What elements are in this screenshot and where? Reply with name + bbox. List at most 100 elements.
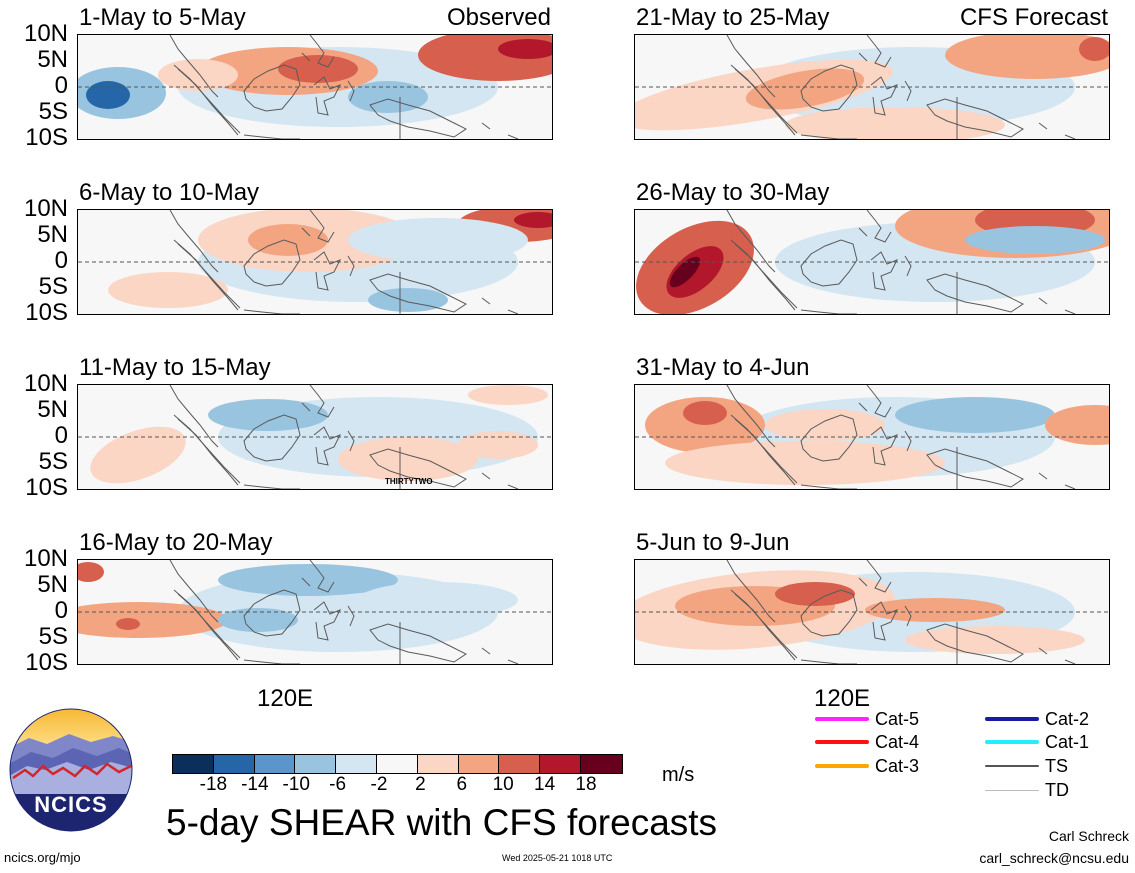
coastline xyxy=(313,601,342,641)
latitude-label: 5S xyxy=(38,623,68,650)
colorbar-swatch xyxy=(580,755,622,773)
coastline xyxy=(1038,122,1048,130)
coastline xyxy=(481,122,491,130)
coastline xyxy=(177,68,239,136)
coastline xyxy=(309,35,335,68)
colorbar-swatch xyxy=(254,755,296,773)
page-title: 5-day SHEAR with CFS forecasts xyxy=(166,802,718,843)
legend-line-swatch xyxy=(985,717,1039,721)
colorbar-swatch xyxy=(213,755,255,773)
panel-title: 1-May to 5-May xyxy=(79,4,246,31)
shear-contour xyxy=(468,385,548,405)
legend-item: Cat-5 xyxy=(815,707,919,731)
panel-title: 21-May to 25-May xyxy=(636,4,830,31)
coastline xyxy=(858,227,868,237)
legend-item: Cat-2 xyxy=(985,707,1089,731)
coastline xyxy=(866,560,892,593)
legend-line-swatch xyxy=(985,789,1039,791)
coastline xyxy=(169,210,219,273)
coastline xyxy=(726,210,776,273)
colorbar-units: m/s xyxy=(662,764,695,786)
shear-contour xyxy=(945,35,1109,79)
shear-contour xyxy=(358,582,518,618)
colorbar-swatch xyxy=(540,755,581,773)
latitude-label: 10S xyxy=(25,649,68,676)
shear-contour xyxy=(86,81,130,109)
coastline xyxy=(301,52,311,62)
legend-item: Cat-3 xyxy=(815,754,919,778)
coastline xyxy=(301,402,311,412)
shear-map xyxy=(77,559,553,665)
shear-contour xyxy=(218,564,398,596)
colorbar-swatch xyxy=(336,755,377,773)
colorbar-ticks: -18 -14 -10 -6 -2 2 6 10 14 18 xyxy=(172,774,627,796)
coastline xyxy=(243,484,300,489)
coastline xyxy=(926,273,1024,313)
shear-contour xyxy=(78,562,104,582)
coastline xyxy=(1064,484,1076,489)
panel-obs-3: 11-May to 15-May THIRTYTWO xyxy=(77,356,553,490)
legend-line-swatch xyxy=(985,740,1039,744)
latitude-label: 0 xyxy=(54,597,68,624)
shear-contour xyxy=(514,212,552,228)
shear-map xyxy=(634,209,1110,315)
coastlines xyxy=(726,385,1076,489)
legend-item: TD xyxy=(985,778,1069,802)
colorbar-tick-label: -10 xyxy=(282,774,310,795)
coastline xyxy=(243,64,301,112)
panel-fcst-1: 21-May to 25-May CFS Forecast xyxy=(634,4,1110,140)
coastline xyxy=(926,623,1024,663)
longitude-label: 120E xyxy=(257,685,314,712)
coastline xyxy=(507,484,519,489)
author-name: Carl Schreck xyxy=(1048,828,1129,844)
coastline xyxy=(507,134,519,139)
coastlines xyxy=(726,35,1076,139)
panel-obs-2: 6-May to 10-May xyxy=(77,181,553,315)
shear-contour xyxy=(1045,405,1109,445)
shear-contour xyxy=(815,236,915,264)
shear-contour xyxy=(895,397,1055,433)
coastline xyxy=(347,605,355,627)
observed-label: Observed xyxy=(446,4,551,31)
colorbar-swatch xyxy=(499,755,541,773)
latitude-label: 0 xyxy=(54,72,68,99)
latitude-label: 10N xyxy=(23,195,68,222)
shear-contour xyxy=(78,602,228,638)
legend-item: TS xyxy=(985,754,1068,778)
coastline xyxy=(870,76,899,116)
coastline xyxy=(369,98,467,138)
shear-map xyxy=(77,209,553,315)
coastline xyxy=(243,134,300,139)
coastline xyxy=(726,35,776,98)
coastlines xyxy=(726,210,1076,314)
legend-label: Cat-2 xyxy=(1045,708,1090,729)
coastline xyxy=(866,35,892,68)
coastline xyxy=(243,239,301,287)
coastline xyxy=(734,418,796,486)
colorbar-tick-label: 2 xyxy=(415,774,426,795)
latitude-label: 0 xyxy=(54,247,68,274)
coastline xyxy=(177,418,239,486)
coastline xyxy=(301,227,311,237)
coastline xyxy=(369,623,467,663)
shear-map xyxy=(77,384,553,490)
shear-contour xyxy=(368,288,448,312)
coastline xyxy=(507,659,519,664)
latitude-label: 5S xyxy=(38,273,68,300)
shear-contour xyxy=(208,399,328,431)
coastline xyxy=(904,80,912,102)
storm-track-label: THIRTYTWO xyxy=(385,477,433,486)
legend-label: TS xyxy=(1045,755,1069,776)
coastline xyxy=(800,134,857,139)
coastlines xyxy=(169,560,519,664)
site-url: ncics.org/mjo xyxy=(4,850,81,865)
shear-contour xyxy=(108,272,228,308)
coastline xyxy=(870,251,899,291)
shear-contour xyxy=(348,81,428,113)
colorbar-tick-label: 10 xyxy=(492,774,514,795)
latitude-label: 10S xyxy=(25,299,68,326)
shear-contour xyxy=(765,409,885,441)
panel-title: 16-May to 20-May xyxy=(79,529,273,556)
coastline xyxy=(169,385,219,448)
coastline xyxy=(347,430,355,452)
